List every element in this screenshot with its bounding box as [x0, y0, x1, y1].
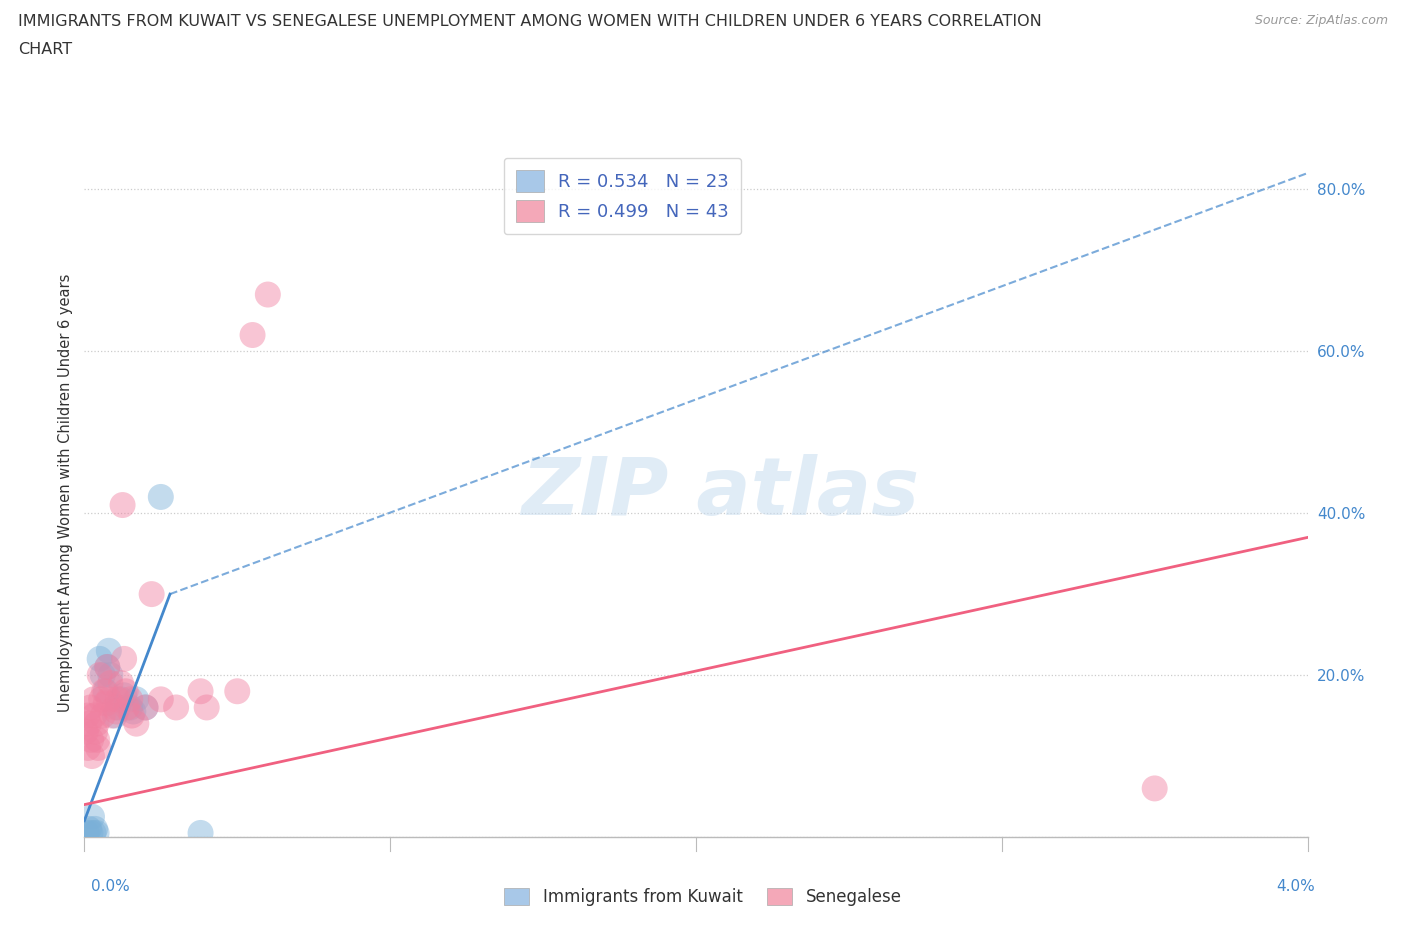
Point [89, 668, 111, 683]
Point [76, 826, 98, 841]
Point [91, 668, 114, 683]
Point [257, 287, 280, 302]
Point [190, 826, 212, 841]
Point [195, 700, 218, 715]
Point [94, 696, 117, 711]
Point [120, 700, 142, 715]
Point [87, 740, 110, 755]
Point [105, 704, 128, 719]
Point [125, 716, 148, 731]
Point [104, 700, 127, 715]
Point [135, 700, 157, 715]
Point [86, 733, 108, 748]
Point [94, 684, 117, 698]
Text: IMMIGRANTS FROM KUWAIT VS SENEGALESE UNEMPLOYMENT AMONG WOMEN WITH CHILDREN UNDE: IMMIGRANTS FROM KUWAIT VS SENEGALESE UNE… [18, 14, 1042, 29]
Point [79, 826, 101, 841]
Point [242, 327, 264, 342]
Point [98, 676, 121, 691]
Point [149, 692, 172, 707]
Y-axis label: Unemployment Among Women with Children Under 6 years: Unemployment Among Women with Children U… [58, 273, 73, 712]
Point [122, 704, 145, 719]
Point [77, 821, 100, 836]
Point [226, 684, 249, 698]
Point [98, 668, 121, 683]
Point [1143, 781, 1166, 796]
Point [112, 651, 135, 666]
Point [77, 740, 100, 755]
Point [84, 821, 107, 836]
Point [104, 708, 127, 723]
Point [121, 708, 143, 723]
Point [79, 700, 101, 715]
Point [101, 708, 124, 723]
Point [110, 676, 132, 691]
Point [107, 692, 129, 707]
Point [80, 809, 103, 824]
Point [80, 749, 103, 764]
Point [77, 716, 100, 731]
Point [86, 826, 108, 841]
Point [89, 651, 111, 666]
Text: 4.0%: 4.0% [1275, 879, 1315, 894]
Point [83, 692, 105, 707]
Point [83, 708, 105, 723]
Point [125, 692, 148, 707]
Point [93, 684, 115, 698]
Point [165, 700, 187, 715]
Text: CHART: CHART [18, 42, 72, 57]
Point [115, 700, 138, 715]
Point [149, 489, 172, 504]
Point [135, 700, 157, 715]
Point [107, 700, 129, 715]
Point [96, 659, 118, 674]
Point [83, 826, 105, 841]
Point [75, 724, 97, 739]
Point [112, 688, 135, 703]
Point [84, 724, 107, 739]
Point [111, 498, 134, 512]
Point [114, 684, 136, 698]
Point [110, 692, 132, 707]
Point [97, 692, 120, 707]
Text: Source: ZipAtlas.com: Source: ZipAtlas.com [1254, 14, 1388, 27]
Legend: Immigrants from Kuwait, Senegalese: Immigrants from Kuwait, Senegalese [498, 881, 908, 912]
Point [80, 733, 103, 748]
Point [97, 644, 120, 658]
Point [120, 692, 142, 707]
Legend: R = 0.534   N = 23, R = 0.499   N = 43: R = 0.534 N = 23, R = 0.499 N = 43 [503, 158, 741, 234]
Point [90, 692, 112, 707]
Point [190, 684, 212, 698]
Text: 0.0%: 0.0% [91, 879, 131, 894]
Point [96, 659, 118, 674]
Point [76, 708, 98, 723]
Text: ZIP atlas: ZIP atlas [522, 454, 920, 532]
Point [141, 587, 163, 602]
Point [86, 716, 108, 731]
Point [91, 708, 114, 723]
